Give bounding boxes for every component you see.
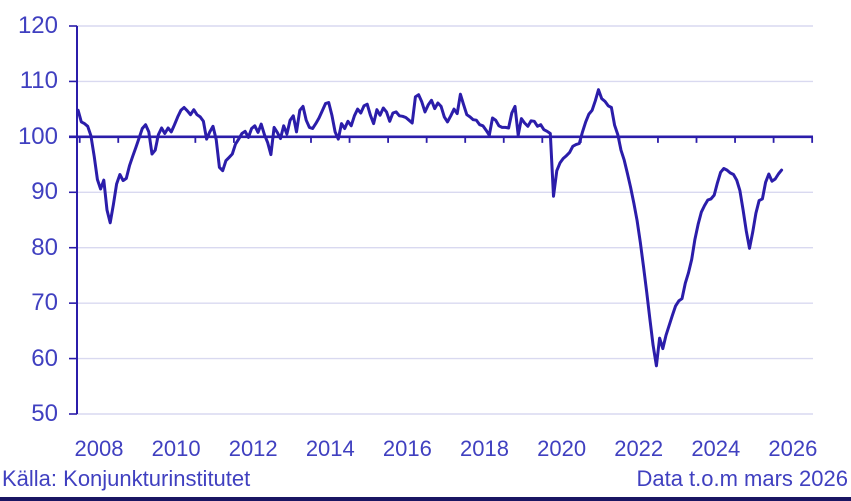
x-tick-label-2026: 2026 xyxy=(768,436,818,461)
x-tick-label-2008: 2008 xyxy=(74,436,124,461)
y-tick-label-110: 110 xyxy=(19,67,58,95)
x-tick-label-2014: 2014 xyxy=(305,436,355,461)
source-caption: Källa: Konjunkturinstitutet xyxy=(2,466,251,491)
y-tick-label-60: 60 xyxy=(31,344,58,372)
footer-bar xyxy=(0,497,851,501)
y-tick-label-50: 50 xyxy=(31,400,58,427)
data-note: Data t.o.m mars 2026 xyxy=(636,466,848,491)
x-tick-label-2010: 2010 xyxy=(151,436,201,461)
y-tick-label-120: 120 xyxy=(17,12,58,39)
x-tick-label-2012: 2012 xyxy=(228,436,278,461)
x-tick-label-2022: 2022 xyxy=(614,436,664,461)
y-tick-label-80: 80 xyxy=(31,233,58,261)
x-tick-label-2024: 2024 xyxy=(691,436,741,461)
y-tick-label-100: 100 xyxy=(17,122,58,150)
indicator-series-line xyxy=(76,88,784,368)
x-tick-label-2018: 2018 xyxy=(460,436,509,461)
y-tick-label-90: 90 xyxy=(31,178,58,206)
x-tick-label-2020: 2020 xyxy=(537,436,587,461)
y-tick-label-70: 70 xyxy=(31,289,58,317)
x-tick-label-2016: 2016 xyxy=(382,436,432,461)
